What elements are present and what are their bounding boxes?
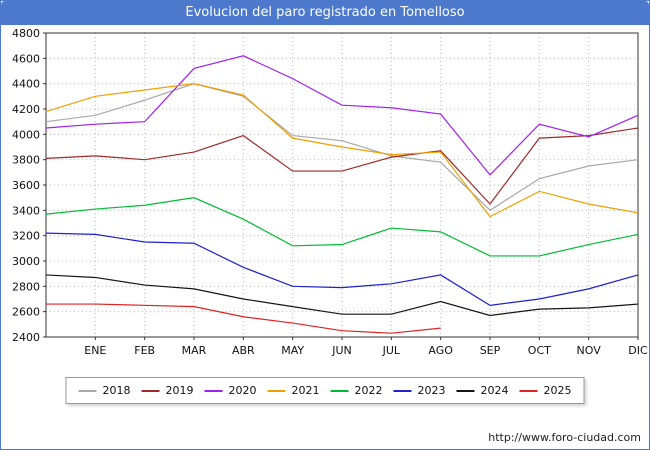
- legend-line-sample: [204, 389, 223, 392]
- legend-item-2019: 2019: [141, 384, 194, 397]
- footer: http://www.foro-ciudad.com: [488, 431, 641, 444]
- legend-line-sample: [141, 389, 160, 392]
- x-tick-label: JUN: [331, 344, 352, 357]
- y-tick-label: 2400: [12, 331, 40, 344]
- legend-label: 2022: [354, 384, 383, 397]
- x-tick-label: MAY: [281, 344, 304, 357]
- series-line-2019: [45, 127, 639, 205]
- y-tick-label: 3000: [12, 255, 40, 268]
- legend-label: 2024: [480, 384, 509, 397]
- x-tick-label: ABR: [232, 344, 255, 357]
- legend-label: 2020: [228, 384, 257, 397]
- legend-line-sample: [330, 389, 349, 392]
- y-tick-label: 2800: [12, 280, 40, 293]
- legend-line-sample: [456, 389, 475, 392]
- legend-label: 2023: [417, 384, 446, 397]
- legend-item-2020: 2020: [204, 384, 257, 397]
- x-tick-label: OCT: [528, 344, 551, 357]
- y-tick-label: 4000: [12, 128, 40, 141]
- legend-item-2025: 2025: [519, 384, 572, 397]
- y-tick-label: 4400: [12, 78, 40, 91]
- legend-label: 2018: [102, 384, 131, 397]
- legend-line-sample: [78, 389, 97, 392]
- y-tick-label: 3400: [12, 204, 40, 217]
- x-tick-label: JUL: [382, 344, 401, 357]
- x-tick-label: ENE: [84, 344, 106, 357]
- legend-item-2024: 2024: [456, 384, 509, 397]
- series-line-2020: [45, 55, 639, 176]
- legend-label: 2019: [165, 384, 194, 397]
- y-tick-label: 2600: [12, 306, 40, 319]
- legend-label: 2021: [291, 384, 320, 397]
- legend-item-2022: 2022: [330, 384, 383, 397]
- series-line-2018: [45, 83, 639, 212]
- x-tick-label: MAR: [182, 344, 207, 357]
- legend: 2018 2019 2020 2021 2022 2023 2024 2025: [65, 377, 585, 404]
- legend-label: 2025: [543, 384, 572, 397]
- series-line-2025: [46, 303, 441, 334]
- legend-item-2023: 2023: [393, 384, 446, 397]
- legend-item-2018: 2018: [78, 384, 131, 397]
- line-chart: 2400 2600 2800 3000 3200 3400 3600 3800 4000 4200…: [12, 27, 648, 357]
- legend-line-sample: [267, 389, 286, 392]
- chart-title: Evolucion del paro registrado en Tomello…: [1, 1, 649, 25]
- y-tick-label: 4800: [12, 27, 40, 40]
- y-tick-label: 4200: [12, 103, 40, 116]
- x-tick-label: SEP: [480, 344, 501, 357]
- x-tick-label: FEB: [134, 344, 155, 357]
- series-line-2024: [45, 274, 639, 317]
- legend-item-2021: 2021: [267, 384, 320, 397]
- x-tick-label: DIC: [628, 344, 648, 357]
- plot-border: [45, 32, 639, 338]
- y-tick-label: 4600: [12, 52, 40, 65]
- y-tick-label: 3800: [12, 154, 40, 167]
- series-line-2021: [45, 83, 639, 218]
- y-tick-label: 3200: [12, 230, 40, 243]
- x-tick-label: AGO: [428, 344, 453, 357]
- x-tick-label: NOV: [577, 344, 602, 357]
- legend-line-sample: [519, 389, 538, 392]
- y-tick-label: 3600: [12, 179, 40, 192]
- legend-line-sample: [393, 389, 412, 392]
- series-line-2022: [45, 197, 639, 257]
- series-line-2023: [45, 232, 639, 306]
- footer-link[interactable]: http://www.foro-ciudad.com: [488, 431, 641, 444]
